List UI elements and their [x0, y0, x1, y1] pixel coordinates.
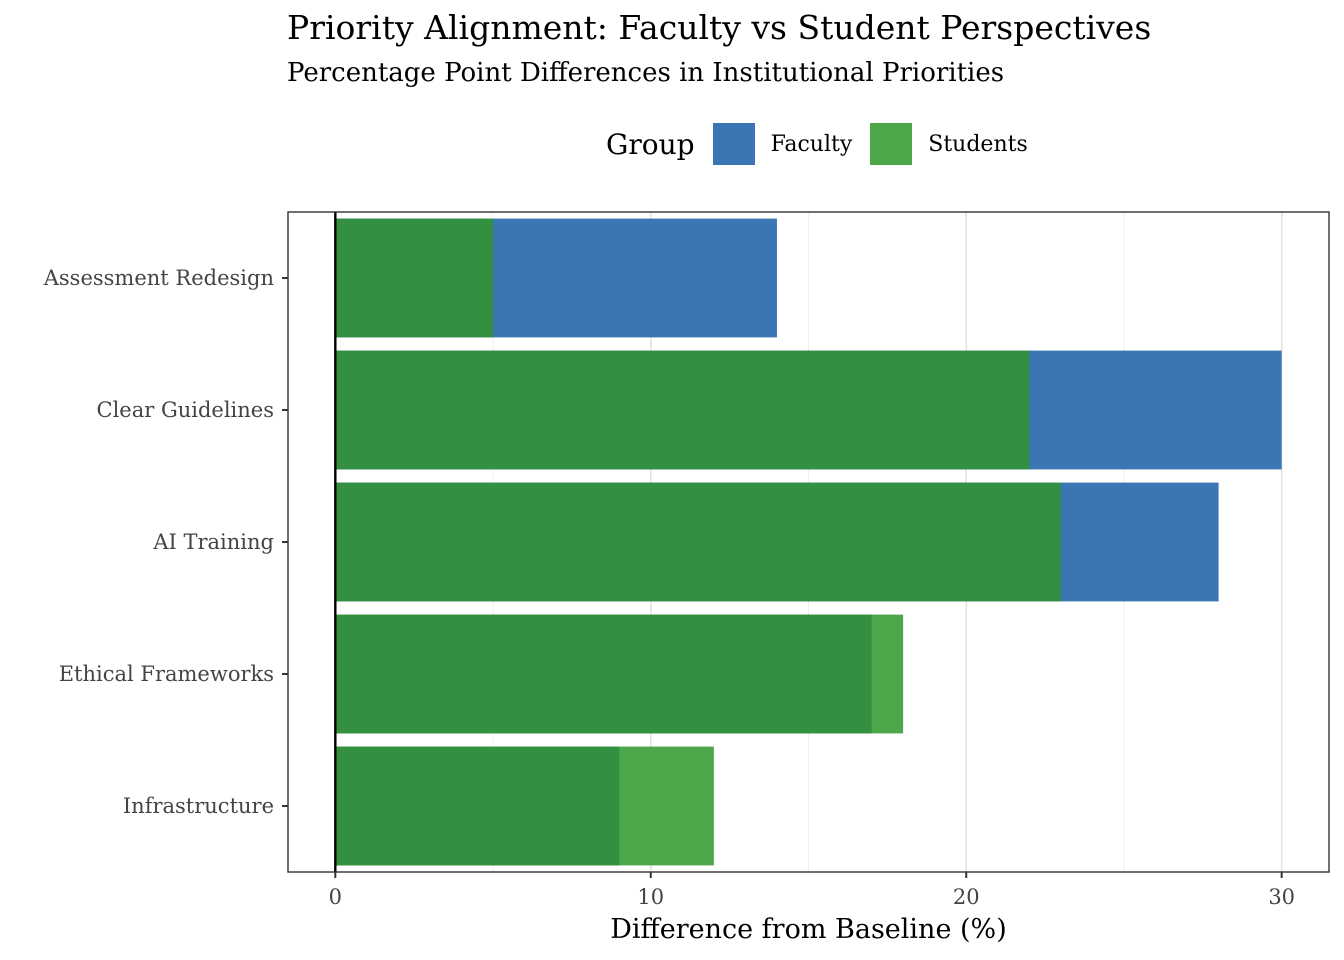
y-tick-label: Clear Guidelines [97, 398, 275, 422]
legend-key-faculty [712, 123, 755, 165]
chart-subtitle: Percentage Point Differences in Institut… [287, 58, 1005, 88]
x-tick-label: 0 [329, 885, 342, 909]
legend-title: Group [606, 127, 695, 161]
bar-students-ai-training [335, 482, 1061, 602]
x-axis-title: Difference from Baseline (%) [610, 914, 1006, 945]
legend: Group Faculty Students [606, 122, 1046, 166]
x-tick-label: 10 [637, 885, 664, 909]
legend-label-students: Students [928, 131, 1028, 157]
plot-border [287, 211, 1330, 873]
y-tick-label: AI Training [152, 530, 274, 554]
bar-students-clear-guidelines [335, 350, 1030, 470]
y-tick-label: Infrastructure [123, 794, 274, 818]
bar-faculty-infrastructure [335, 746, 620, 866]
bar-students-assessment-redesign [335, 218, 494, 338]
chart-title: Priority Alignment: Faculty vs Student P… [287, 8, 1152, 47]
legend-key-students [870, 123, 913, 165]
x-tick-label: 20 [953, 885, 980, 909]
legend-label-faculty: Faculty [770, 131, 853, 157]
x-tick-label: 30 [1268, 885, 1295, 909]
y-tick-label: Ethical Frameworks [59, 662, 274, 686]
y-tick-label: Assessment Redesign [43, 266, 274, 290]
bar-faculty-ethical-frameworks [335, 614, 872, 734]
